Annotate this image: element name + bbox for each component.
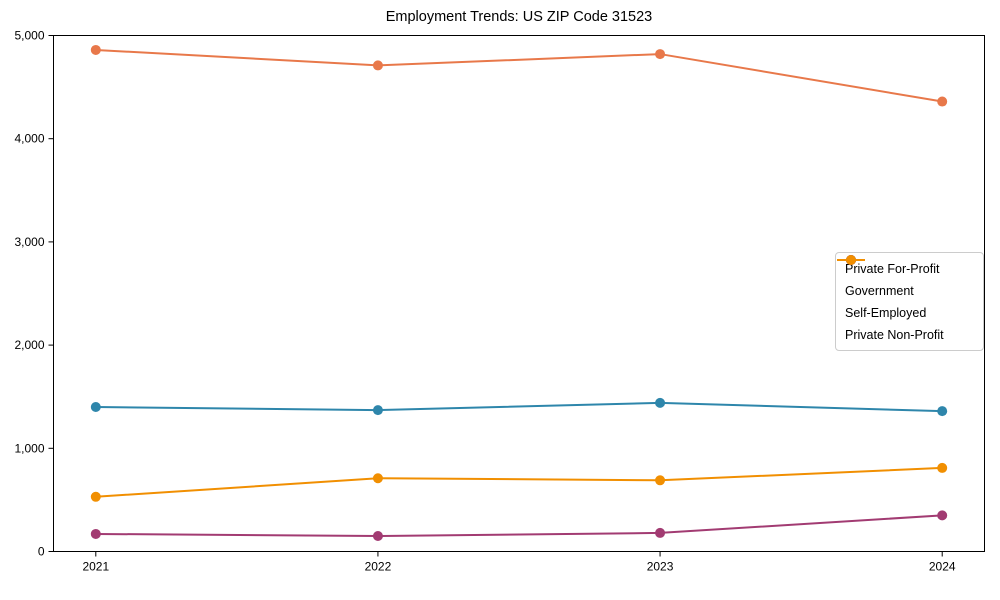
y-tick-label: 2,000	[14, 338, 44, 352]
data-point	[937, 510, 948, 521]
y-tick-label: 1,000	[14, 441, 44, 455]
series-self-employed	[90, 510, 948, 542]
data-point	[937, 96, 948, 107]
data-point	[655, 475, 666, 486]
series-private-for-profit	[90, 44, 948, 107]
data-point	[655, 527, 666, 538]
legend: Private For-Profit Government Self-Employe…	[835, 252, 984, 351]
data-point	[372, 60, 383, 71]
x-tick-label: 2024	[929, 560, 956, 574]
y-tick-label: 4,000	[14, 132, 44, 146]
legend-item: Government	[837, 255, 973, 299]
series-government	[90, 397, 948, 417]
series-line	[95, 514, 943, 538]
legend-item: Private Non-Profit	[837, 255, 973, 343]
chart-title: Employment Trends: US ZIP Code 31523	[385, 9, 653, 25]
data-point	[937, 406, 948, 417]
data-point	[655, 49, 666, 60]
x-tick-label: 2021	[82, 560, 109, 574]
x-tick-label: 2023	[647, 560, 674, 574]
y-tick-label: 0	[38, 545, 45, 559]
y-axis: 0 1,000 2,000 3,000 4,000 5,000	[14, 29, 54, 559]
y-tick-label: 5,000	[14, 29, 44, 43]
data-point	[372, 405, 383, 416]
series-line	[95, 48, 943, 103]
data-point	[90, 44, 101, 55]
data-point	[90, 491, 101, 502]
series-line	[95, 466, 943, 498]
legend-marker-icon	[837, 255, 865, 265]
data-point	[90, 528, 101, 539]
series-line	[95, 401, 943, 413]
data-point	[372, 531, 383, 542]
data-point	[655, 397, 666, 408]
series-private-non-profit	[90, 462, 948, 502]
data-point	[937, 462, 948, 473]
x-tick-label: 2022	[365, 560, 392, 574]
legend-label: Private Non-Profit	[845, 327, 944, 342]
legend-label: Government	[845, 283, 914, 298]
data-point	[372, 473, 383, 484]
legend-label: Self-Employed	[845, 305, 927, 320]
x-axis: 2021 2022 2023 2024	[82, 551, 956, 574]
legend-item: Self-Employed	[837, 255, 973, 321]
legend-label: Private For-Profit	[845, 261, 940, 276]
y-tick-label: 3,000	[14, 235, 44, 249]
data-point	[90, 402, 101, 413]
plot-border	[53, 35, 985, 552]
